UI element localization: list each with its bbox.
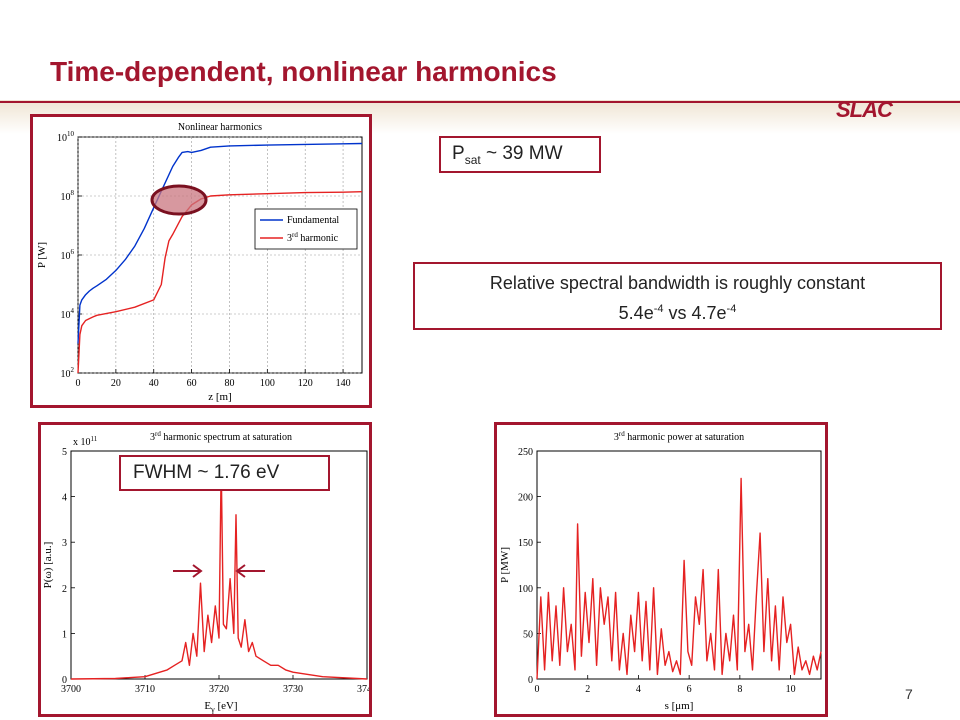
slac-logo: SLAC xyxy=(836,97,893,122)
title-rule xyxy=(0,101,960,103)
x-tick-label: 3720 xyxy=(209,684,229,695)
bandwidth-line2: 5.4e-4 vs 4.7e-4 xyxy=(618,303,737,323)
x-tick-label: 3710 xyxy=(135,684,155,695)
y-tick-label: 3 xyxy=(62,538,67,549)
fwhm-arrow-left xyxy=(173,564,203,578)
legend-box xyxy=(254,208,358,250)
x-tick-label: 3740 xyxy=(357,684,369,695)
y-tick-label: 100 xyxy=(518,584,533,595)
y-axis-label: P [W] xyxy=(36,242,48,268)
y-tick-label: 50 xyxy=(523,629,533,640)
y-tick-label: 106 xyxy=(61,248,75,262)
x-tick-label: 10 xyxy=(786,684,796,695)
fwhm-arrow-right xyxy=(235,564,265,578)
x-tick-label: 0 xyxy=(76,378,81,389)
figure-harmonic-power: 3rd harmonic power at saturation s [μm] … xyxy=(494,422,828,717)
x-axis-label: s [μm] xyxy=(665,700,694,712)
x-tick-label: 8 xyxy=(737,684,742,695)
y-tick-label: 108 xyxy=(61,189,75,203)
y-tick-label: 104 xyxy=(61,307,75,321)
x-tick-label: 120 xyxy=(298,378,313,389)
x-tick-label: 0 xyxy=(535,684,540,695)
y-tick-label: 2 xyxy=(62,584,67,595)
x-tick-label: 3730 xyxy=(283,684,303,695)
x-tick-label: 4 xyxy=(636,684,641,695)
x-tick-label: 140 xyxy=(336,378,351,389)
chart-title: 3rd harmonic spectrum at saturation xyxy=(150,430,292,443)
x-tick-label: 60 xyxy=(187,378,197,389)
x-tick-label: 6 xyxy=(687,684,692,695)
y-tick-label: 0 xyxy=(62,675,67,686)
series-line-3rd-harmonic xyxy=(77,191,363,374)
chart-nonlinear-harmonics: Nonlinear harmonics z [m] P [W] 0 20 40 60 8… xyxy=(36,122,363,403)
x-tick-label: 100 xyxy=(260,378,275,389)
y-tick-label: 200 xyxy=(518,493,533,504)
chart-harmonic-power: 3rd harmonic power at saturation s [μm] … xyxy=(499,430,822,712)
x-tick-label: 80 xyxy=(224,378,234,389)
y-tick-label: 1 xyxy=(62,629,67,640)
y-tick-label: 5 xyxy=(62,447,67,458)
psat-value: ~ 39 MW xyxy=(480,143,563,164)
y-tick-label: 0 xyxy=(528,675,533,686)
y-scale-label: x 1011 xyxy=(73,435,98,448)
figure-nonlinear-harmonics: Nonlinear harmonics z [m] P [W] 0 20 40 60 8… xyxy=(30,114,372,408)
x-tick-label: 2 xyxy=(585,684,590,695)
x-axis-label: z [m] xyxy=(208,391,232,403)
y-tick-label: 4 xyxy=(62,493,67,504)
y-axis-label: P(ω) [a.u.] xyxy=(42,542,54,589)
highlight-ellipse xyxy=(150,184,208,216)
bandwidth-callout: Relative spectral bandwidth is roughly c… xyxy=(413,262,942,330)
legend: Fundamental 3rd harmonic xyxy=(254,208,358,250)
y-axis-label: P [MW] xyxy=(499,547,511,583)
chart-title: Nonlinear harmonics xyxy=(178,122,262,133)
psat-callout: Psat ~ 39 MW xyxy=(439,136,601,173)
psat-subscript: sat xyxy=(464,152,481,167)
x-tick-label: 40 xyxy=(149,378,159,389)
chart-title: 3rd harmonic power at saturation xyxy=(614,430,744,443)
x-axis-label: Eγ [eV] xyxy=(204,700,237,714)
x-tick-label: 3700 xyxy=(61,684,81,695)
y-tick-label: 1010 xyxy=(57,130,75,144)
page-number: 7 xyxy=(905,686,913,702)
legend-fundamental-label: Fundamental xyxy=(287,215,339,226)
x-tick-label: 20 xyxy=(111,378,121,389)
slide-title: Time-dependent, nonlinear harmonics xyxy=(50,56,557,87)
psat-symbol: P xyxy=(452,143,465,164)
y-tick-label: 150 xyxy=(518,538,533,549)
y-tick-label: 250 xyxy=(518,447,533,458)
y-tick-label: 102 xyxy=(61,366,75,380)
legend-3rd-harmonic-label: 3rd harmonic xyxy=(287,231,339,244)
fwhm-callout: FWHM ~ 1.76 eV xyxy=(119,455,330,491)
series-line-0 xyxy=(536,477,822,680)
bandwidth-line1: Relative spectral bandwidth is roughly c… xyxy=(489,273,866,293)
